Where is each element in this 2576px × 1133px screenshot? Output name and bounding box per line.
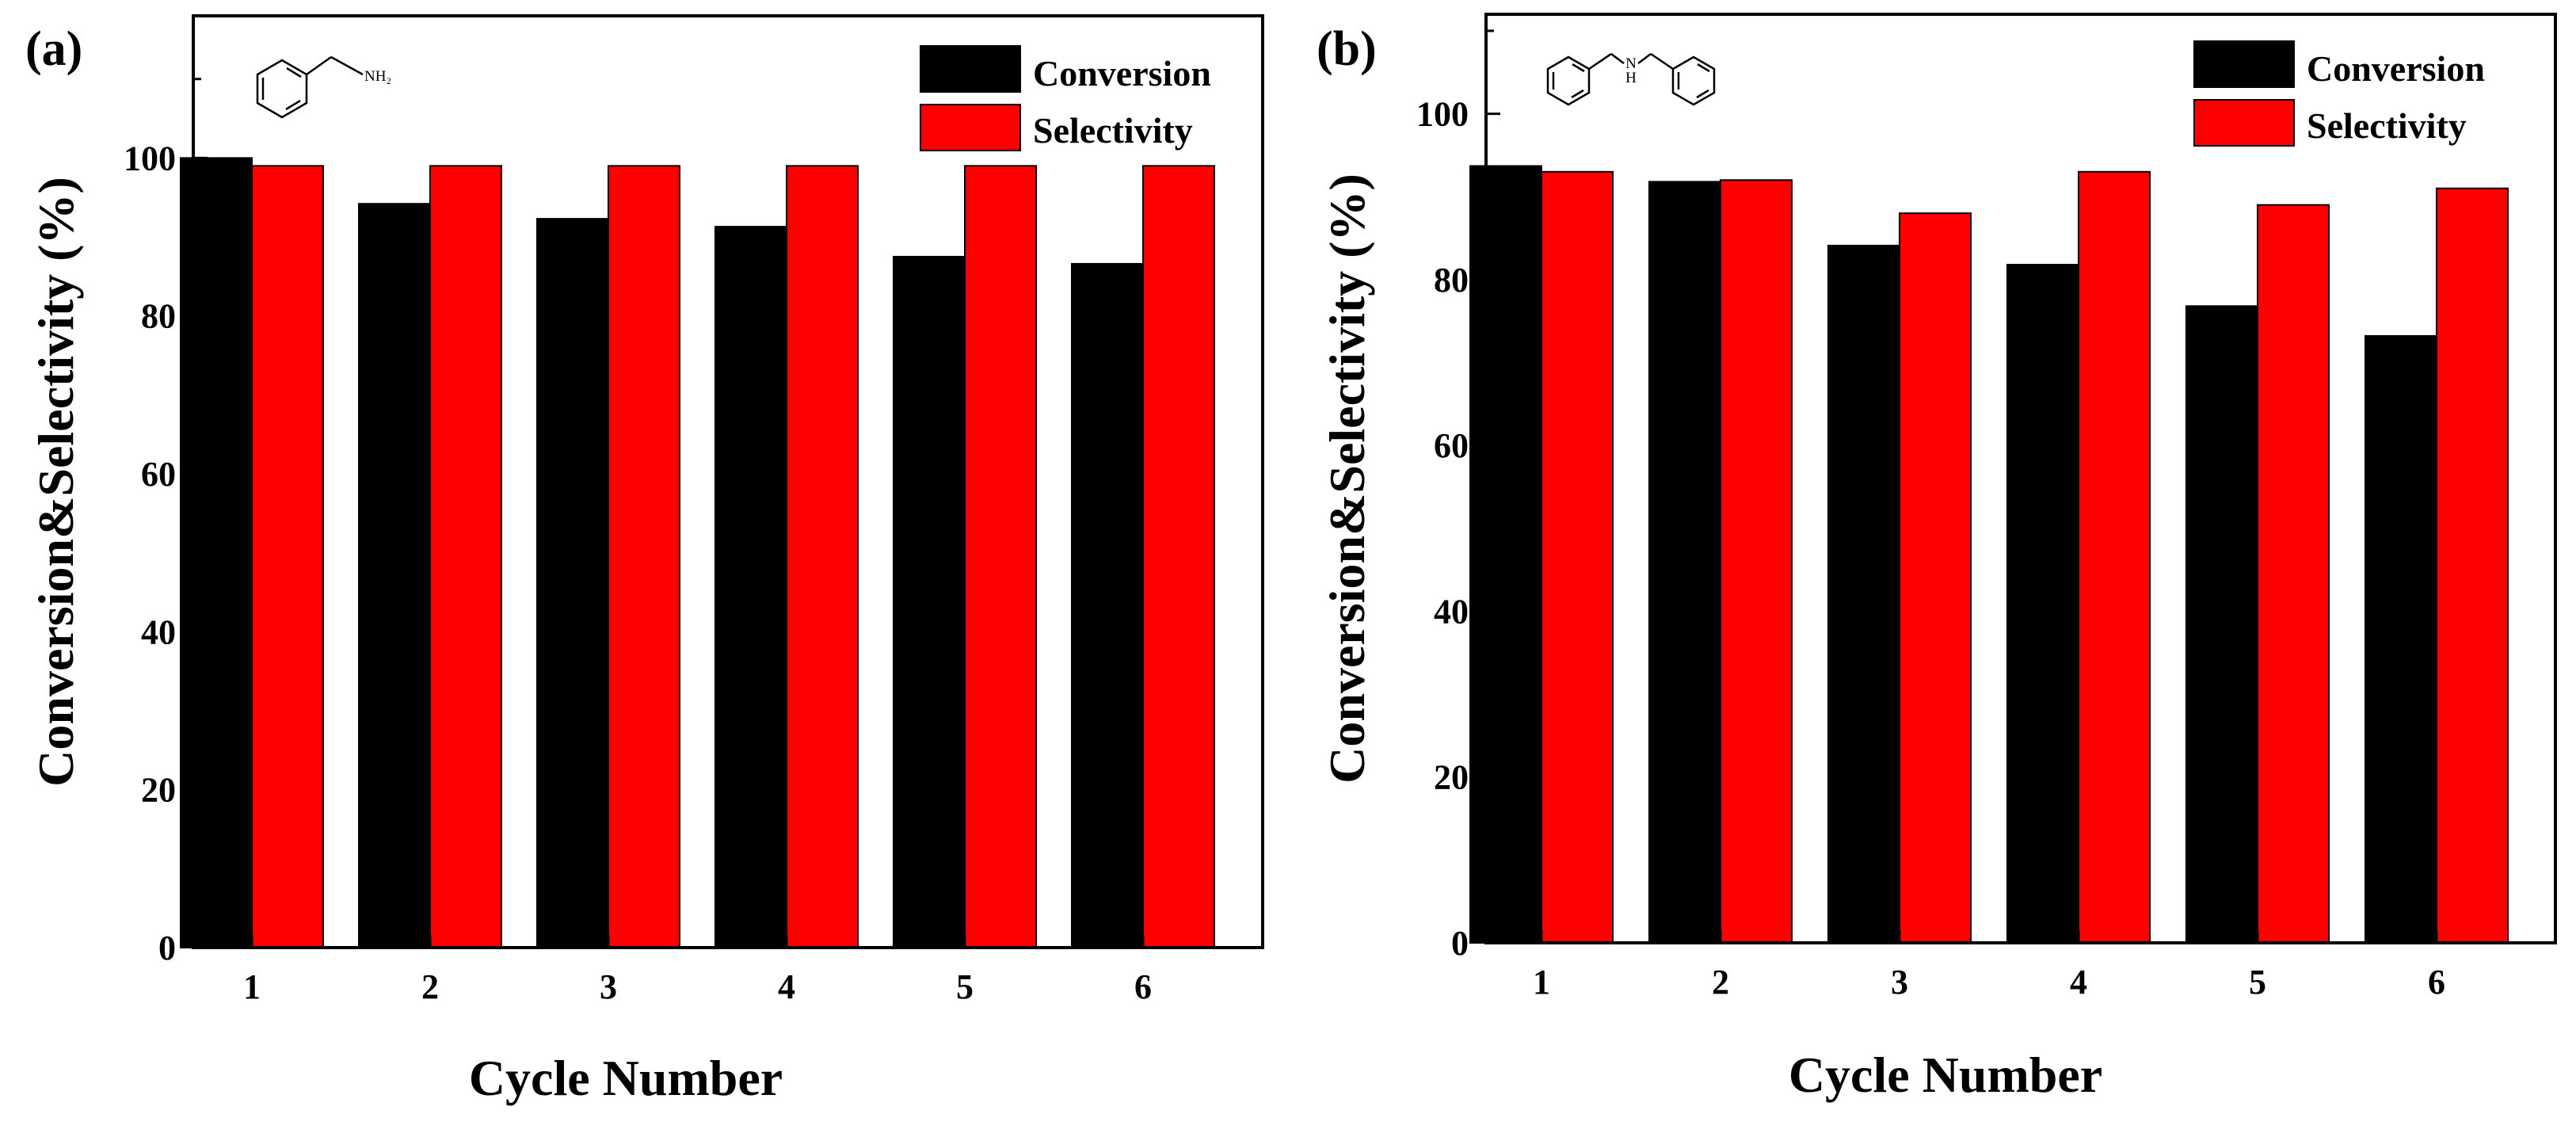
- molecule-b-substituent: H: [1625, 70, 1637, 86]
- bar-selectivity-cycle-6: [1142, 165, 1215, 948]
- legend-b: Conversion Selectivity: [2193, 40, 2485, 147]
- dibenzylamine-structure-icon: [1546, 52, 1716, 106]
- x-tick-label: 2: [421, 967, 439, 1006]
- bar-selectivity-cycle-6: [2436, 187, 2509, 944]
- x-axis-title-b: Cycle Number: [1789, 1047, 2102, 1103]
- y-axis-title-b: Conversion&Selectivity (%): [1319, 174, 1375, 784]
- bar-conversion-cycle-6: [1071, 262, 1144, 948]
- bar-conversion-cycle-2: [358, 203, 431, 948]
- plot-frame-a: [192, 14, 1264, 949]
- y-axis-title-a: Conversion&Selectivity (%): [28, 177, 84, 787]
- y-tick-label: 0: [1451, 924, 1469, 963]
- legend-b-selectivity-label: Selectivity: [2307, 105, 2467, 146]
- y-tick-label: 100: [124, 139, 176, 177]
- legend-a-conversion-label: Conversion: [1033, 53, 1211, 93]
- molecule-b-n-atom: N: [1625, 55, 1637, 72]
- bar-selectivity-cycle-1: [1541, 170, 1614, 944]
- bar-selectivity-cycle-2: [1720, 179, 1793, 944]
- bars-a: [180, 157, 1215, 949]
- bar-conversion-cycle-3: [536, 218, 609, 949]
- bar-conversion-cycle-4: [714, 226, 787, 948]
- legend-a: Conversion Selectivity: [920, 45, 1211, 151]
- y-tick-label: 80: [141, 297, 176, 336]
- bar-conversion-cycle-1: [180, 157, 253, 948]
- x-tick-label: 1: [1533, 963, 1550, 1001]
- bar-conversion-cycle-1: [1469, 165, 1542, 944]
- plot-frame-b: [1484, 13, 2557, 944]
- y-tick-label: 20: [141, 771, 176, 810]
- bar-conversion-cycle-5: [893, 255, 966, 948]
- x-tick-label: 3: [1891, 963, 1908, 1001]
- bar-selectivity-cycle-3: [608, 165, 680, 948]
- y-tick-label: 60: [141, 455, 176, 494]
- x-axis-b: 1 2 3 4 5 6: [1533, 930, 2445, 1001]
- bar-conversion-cycle-2: [1648, 181, 1721, 944]
- x-tick-label: 2: [1712, 963, 1729, 1001]
- y-axis-a: 0 20 40 60 80 100: [124, 78, 208, 967]
- y-tick-label: 0: [158, 929, 176, 967]
- bar-selectivity-cycle-5: [964, 165, 1037, 948]
- x-tick-label: 4: [778, 967, 795, 1006]
- benzylamine-structure-icon: [256, 55, 364, 119]
- y-tick-label: 20: [1434, 758, 1469, 797]
- bar-conversion-cycle-5: [2185, 305, 2258, 944]
- panel-b-label: (b): [1317, 22, 1377, 76]
- legend-b-selectivity-swatch: [2193, 99, 2295, 147]
- x-tick-label: 3: [600, 967, 617, 1006]
- bar-selectivity-cycle-3: [1899, 212, 1972, 944]
- legend-a-selectivity-swatch: [920, 104, 1021, 151]
- legend-b-conversion-swatch: [2193, 40, 2295, 88]
- x-tick-label: 4: [2070, 963, 2087, 1001]
- y-tick-label: 100: [1416, 95, 1469, 134]
- bar-conversion-cycle-3: [1827, 244, 1900, 944]
- x-axis-a: 1 2 3 4 5 6: [243, 935, 1152, 1006]
- bar-selectivity-cycle-1: [251, 165, 324, 948]
- x-tick-label: 1: [243, 967, 261, 1006]
- y-tick-label: 40: [1434, 592, 1469, 631]
- x-tick-label: 6: [1134, 967, 1152, 1006]
- legend-b-conversion-label: Conversion: [2307, 48, 2485, 89]
- y-tick-label: 80: [1434, 261, 1469, 299]
- molecule-a-substituent: NH₂: [364, 68, 391, 85]
- y-tick-label: 60: [1434, 426, 1469, 465]
- x-tick-label: 5: [956, 967, 974, 1006]
- panel-a-label: (a): [25, 22, 82, 76]
- x-tick-label: 5: [2249, 963, 2266, 1001]
- panel-a-chart: (a) NH₂ 0 20 40 60 80 100 1 2 3 4 5 6 Cycle Number…: [25, 14, 1264, 1106]
- bar-selectivity-cycle-5: [2257, 204, 2330, 944]
- bar-conversion-cycle-6: [2365, 335, 2437, 944]
- bars-b: [1469, 165, 2509, 944]
- x-axis-title-a: Cycle Number: [469, 1050, 783, 1106]
- bar-selectivity-cycle-2: [429, 165, 502, 948]
- y-axis-b: 0 20 40 60 80 100: [1416, 29, 1500, 963]
- bar-selectivity-cycle-4: [786, 165, 859, 948]
- legend-a-selectivity-label: Selectivity: [1033, 110, 1193, 151]
- y-tick-label: 40: [141, 612, 176, 651]
- x-tick-label: 6: [2428, 963, 2445, 1001]
- bar-selectivity-cycle-4: [2078, 170, 2151, 944]
- legend-a-conversion-swatch: [920, 45, 1021, 93]
- panel-b-chart: (b) N H 0 20 40 60 80 100 1 2 3 4 5 6 Cycle Number…: [1317, 13, 2557, 1103]
- bar-conversion-cycle-4: [2006, 264, 2079, 944]
